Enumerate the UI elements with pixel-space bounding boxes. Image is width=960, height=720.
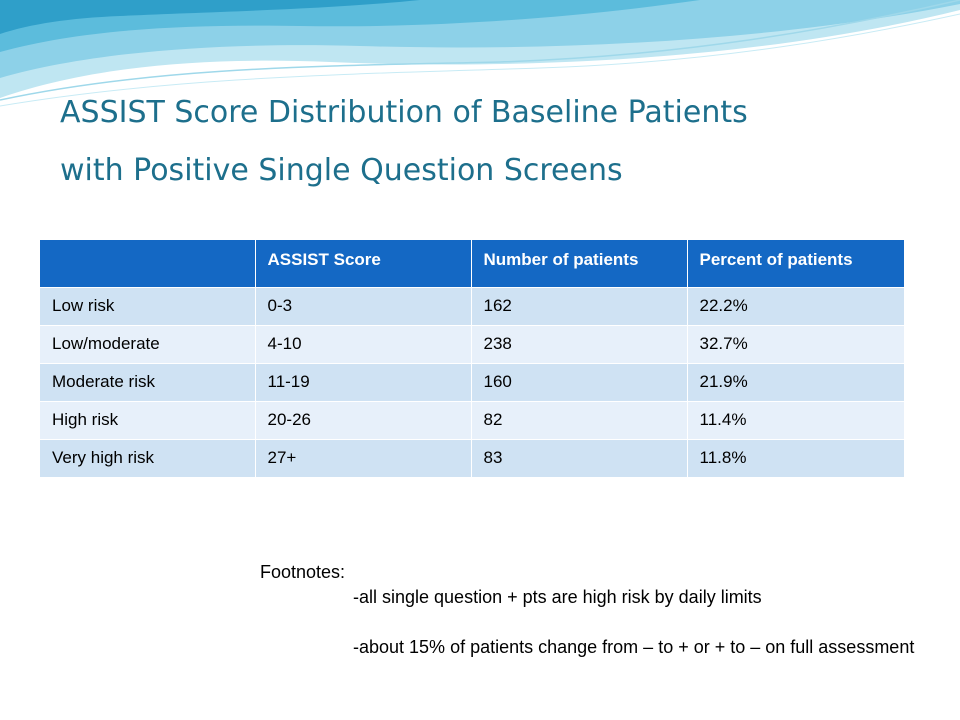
slide-title-line-1: ASSIST Score Distribution of Baseline Pa…	[60, 95, 748, 130]
table-row: High risk 20-26 82 11.4%	[40, 400, 904, 439]
slide-title: ASSIST Score Distribution of Baseline Pa…	[60, 84, 920, 200]
patient-count: 83	[471, 438, 688, 477]
patient-count: 160	[471, 362, 688, 401]
table-row: Moderate risk 11-19 160 21.9%	[40, 362, 904, 401]
patient-percent: 11.4%	[687, 400, 904, 439]
footnote-1: -all single question + pts are high risk…	[353, 587, 762, 607]
score-range: 4-10	[255, 324, 472, 363]
header-percent-of-patients: Percent of patients	[687, 240, 904, 287]
score-range: 11-19	[255, 362, 472, 401]
score-range: 0-3	[255, 286, 472, 325]
score-range: 20-26	[255, 400, 472, 439]
footnote-2: -about 15% of patients change from – to …	[353, 637, 915, 657]
assist-score-table: ASSIST Score Number of patients Percent …	[40, 240, 904, 477]
patient-percent: 32.7%	[687, 324, 904, 363]
slide-title-line-2: with Positive Single Question Screens	[60, 153, 623, 188]
risk-category: Moderate risk	[40, 362, 256, 401]
header-assist-score: ASSIST Score	[255, 240, 472, 287]
patient-percent: 11.8%	[687, 438, 904, 477]
patient-percent: 21.9%	[687, 362, 904, 401]
patient-count: 162	[471, 286, 688, 325]
table-row: Very high risk 27+ 83 11.8%	[40, 438, 904, 477]
patient-count: 238	[471, 324, 688, 363]
header-number-of-patients: Number of patients	[471, 240, 688, 287]
footnotes-block: Footnotes: -all single question + pts ar…	[260, 560, 940, 660]
risk-category: Very high risk	[40, 438, 256, 477]
table-row: Low risk 0-3 162 22.2%	[40, 286, 904, 325]
footnotes-heading: Footnotes:	[260, 562, 346, 582]
table-header-row: ASSIST Score Number of patients Percent …	[40, 240, 904, 287]
patient-count: 82	[471, 400, 688, 439]
risk-category: Low risk	[40, 286, 256, 325]
risk-category: High risk	[40, 400, 256, 439]
patient-percent: 22.2%	[687, 286, 904, 325]
risk-category: Low/moderate	[40, 324, 256, 363]
decorative-wave-banner	[0, 0, 960, 107]
table-row: Low/moderate 4-10 238 32.7%	[40, 324, 904, 363]
header-blank	[40, 240, 256, 287]
score-range: 27+	[255, 438, 472, 477]
